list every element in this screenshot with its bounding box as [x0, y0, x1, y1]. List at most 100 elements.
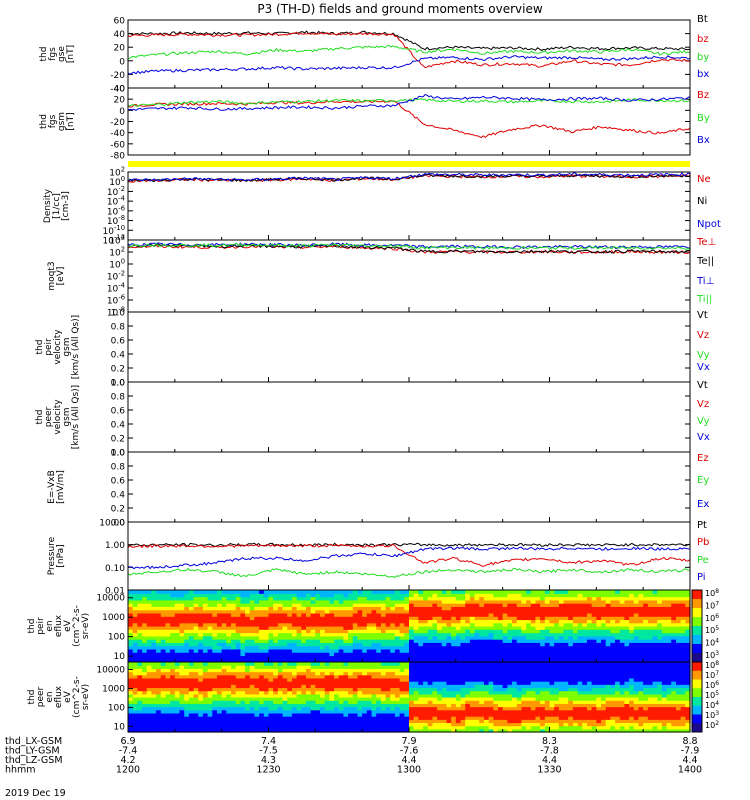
spectrogram-cell — [390, 639, 396, 643]
spectrogram-cell — [380, 665, 387, 669]
spectrogram-cell — [216, 681, 223, 685]
spectrogram-cell — [151, 626, 157, 630]
spectrogram-cell — [151, 677, 157, 682]
spectrogram-cell — [329, 652, 335, 657]
spectrogram-cell — [366, 709, 373, 714]
spectrogram-cell — [160, 629, 167, 634]
spectrogram-cell — [554, 590, 560, 594]
spectrogram-cell — [502, 662, 508, 666]
spectrogram-cell — [174, 645, 181, 650]
spectrogram-cell — [259, 599, 265, 604]
spectrogram-cell — [254, 652, 260, 657]
spectrogram-cell — [455, 662, 462, 666]
spectrogram-cell — [675, 652, 682, 657]
spectrogram-cell — [160, 635, 167, 640]
spectrogram-cell — [249, 709, 256, 714]
spectrogram-cell — [132, 639, 138, 643]
spectrogram-cell — [479, 725, 485, 730]
spectrogram-cell — [320, 599, 326, 604]
spectrogram-cell — [263, 722, 270, 727]
spectrogram-cell — [385, 684, 391, 689]
spectrogram-cell — [198, 645, 204, 650]
spectrogram-cell — [254, 645, 260, 650]
spectrogram-cell — [329, 665, 335, 669]
spectrogram-cell — [549, 632, 555, 637]
spectrogram-cell — [441, 629, 448, 634]
spectrogram-cell — [427, 662, 434, 666]
spectrogram-cell — [207, 668, 213, 673]
spectrogram-cell — [586, 590, 593, 594]
spectrogram-cell — [165, 722, 171, 727]
spectrogram-cell — [151, 593, 157, 598]
spectrogram-cell — [366, 629, 373, 634]
spectrogram-cell — [540, 632, 546, 637]
spectrogram-cell — [418, 668, 424, 673]
spectrogram-cell — [512, 674, 518, 679]
spectrogram-cell — [235, 599, 241, 604]
spectrogram-cell — [582, 619, 588, 624]
spectrogram-cell — [235, 709, 241, 714]
spectrogram-cell — [132, 658, 138, 663]
spectrogram-cell — [502, 681, 508, 685]
spectrogram-cell — [479, 693, 485, 698]
spectrogram-cell — [142, 635, 148, 640]
spectrogram-cell — [376, 716, 382, 720]
spectrogram-cell — [324, 596, 330, 601]
spectrogram-cell — [685, 612, 691, 617]
spectrogram-cell — [193, 728, 199, 733]
spectrogram-cell — [198, 716, 204, 720]
spectrogram-cell — [212, 635, 218, 640]
spectrogram-cell — [535, 622, 541, 627]
spectrogram-cell — [259, 658, 265, 663]
spectrogram-cell — [334, 648, 340, 653]
spectrogram-cell — [437, 593, 443, 598]
spectrogram-cell — [277, 590, 284, 594]
spectrogram-cell — [657, 642, 663, 647]
spectrogram-cell — [226, 709, 232, 714]
spectrogram-cell — [249, 725, 256, 730]
spectrogram-cell — [483, 645, 490, 650]
spectrogram-cell — [418, 709, 424, 714]
spectrogram-cell — [301, 677, 307, 682]
spectrogram-cell — [371, 700, 377, 704]
spectrogram-cell — [160, 719, 167, 724]
spectrogram-cell — [188, 590, 195, 594]
spectrogram-cell — [638, 652, 644, 657]
spectrogram-cell — [502, 632, 508, 637]
spectrogram-cell — [310, 626, 316, 630]
spectrogram-cell — [404, 593, 410, 598]
spectrogram-cell — [446, 596, 452, 601]
spectrogram-cell — [329, 629, 335, 634]
spectrogram-cell — [469, 706, 476, 711]
spectrogram-cell — [633, 590, 640, 594]
spectrogram-cell — [338, 626, 345, 630]
spectrogram-cell — [596, 658, 602, 663]
spectrogram-cell — [287, 703, 293, 708]
spectrogram-cell — [643, 645, 649, 650]
spectrogram-cell — [291, 599, 298, 604]
spectrogram-cell — [446, 642, 452, 647]
spectrogram-cell — [582, 616, 588, 621]
panel-frame — [127, 311, 691, 383]
spectrogram-cell — [291, 642, 298, 647]
spectrogram-cell — [263, 725, 270, 730]
ylabel-line: velocity — [53, 399, 63, 435]
spectrogram-cell — [530, 652, 537, 657]
spectrogram-cell — [277, 632, 284, 637]
series-line-by — [127, 44, 690, 60]
spectrogram-cell — [409, 590, 415, 594]
spectrogram-cell — [128, 690, 134, 695]
spectrogram-cell — [610, 648, 616, 653]
spectrogram-cell — [174, 590, 181, 594]
spectrogram-cell — [483, 690, 490, 695]
spectrogram-cell — [366, 662, 373, 666]
spectrogram-cell — [231, 681, 237, 685]
spectrogram-cell — [666, 645, 672, 650]
spectrogram-cell — [601, 596, 607, 601]
spectrogram-cell — [404, 609, 410, 614]
spectrogram-cell — [263, 642, 270, 647]
spectrogram-cell — [661, 599, 668, 604]
spectrogram-cell — [446, 616, 452, 621]
spectrogram-cell — [249, 681, 256, 685]
spectrogram-cell — [399, 609, 405, 614]
